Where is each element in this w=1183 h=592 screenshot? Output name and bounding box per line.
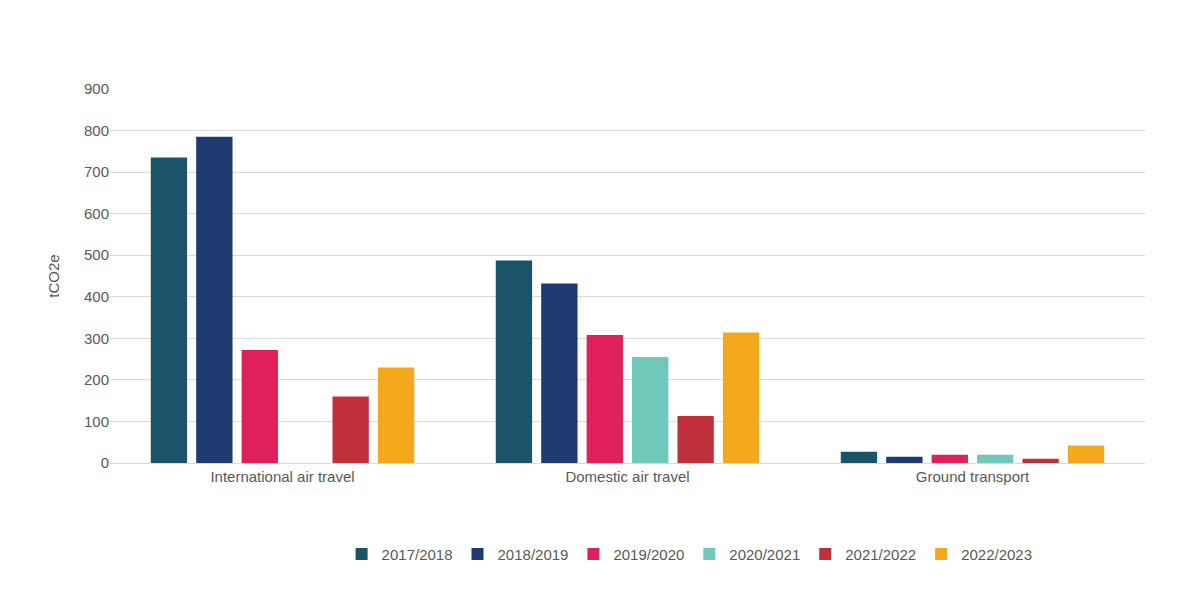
svg-text:2021/2022: 2021/2022 (845, 546, 916, 563)
svg-text:800: 800 (84, 122, 109, 139)
svg-text:500: 500 (84, 246, 109, 263)
svg-text:2018/2019: 2018/2019 (498, 546, 569, 563)
svg-text:2019/2020: 2019/2020 (613, 546, 684, 563)
svg-text:900: 900 (84, 80, 109, 97)
svg-text:Domestic air travel: Domestic air travel (565, 468, 689, 485)
svg-text:600: 600 (84, 205, 109, 222)
svg-text:International air travel: International air travel (210, 468, 354, 485)
svg-text:0: 0 (101, 454, 109, 471)
svg-text:300: 300 (84, 330, 109, 347)
svg-text:400: 400 (84, 288, 109, 305)
svg-text:Ground transport: Ground transport (916, 468, 1030, 485)
svg-text:2022/2023: 2022/2023 (961, 546, 1032, 563)
svg-text:200: 200 (84, 371, 109, 388)
svg-text:tCO2e: tCO2e (45, 254, 62, 297)
svg-text:2017/2018: 2017/2018 (382, 546, 453, 563)
svg-text:2020/2021: 2020/2021 (729, 546, 800, 563)
svg-text:100: 100 (84, 413, 109, 430)
svg-text:700: 700 (84, 163, 109, 180)
